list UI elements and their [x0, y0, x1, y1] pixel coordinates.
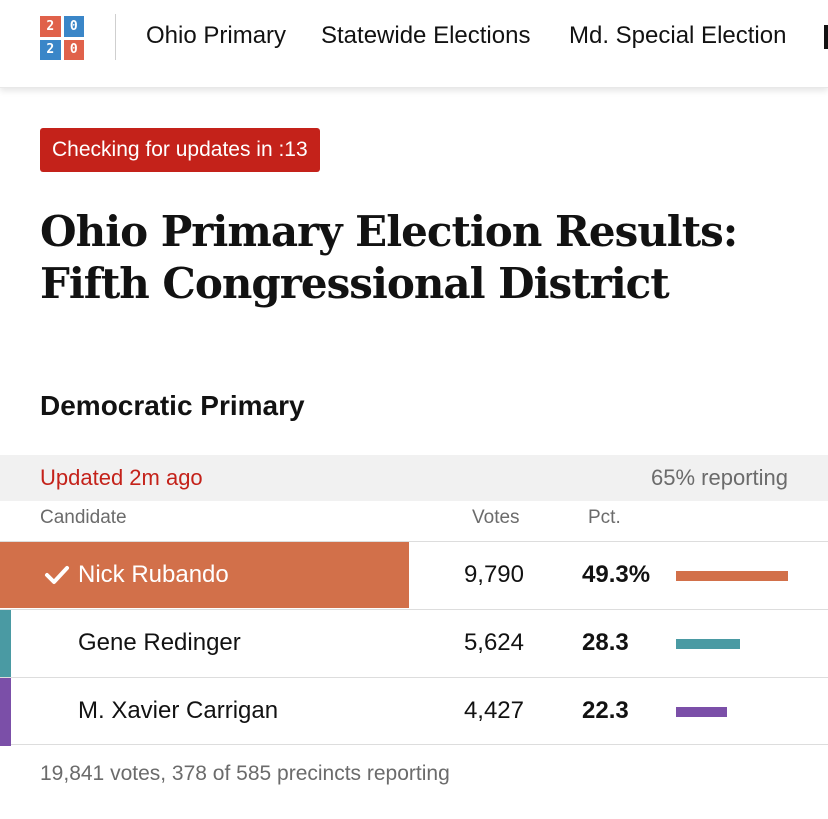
- column-header-votes: Votes: [472, 507, 520, 528]
- candidate-pct: 22.3: [582, 697, 629, 724]
- page-title-line-1: Ohio Primary Election Results:: [40, 207, 738, 256]
- logo-digit: 0: [63, 39, 84, 60]
- nav-statewide-elections[interactable]: Statewide Elections: [321, 22, 531, 49]
- logo-digit: 2: [40, 16, 61, 37]
- column-header-pct: Pct.: [588, 507, 621, 528]
- nav-ohio-primary[interactable]: Ohio Primary: [146, 22, 287, 49]
- candidate-color-stripe: [0, 610, 11, 678]
- logo-digit: 0: [63, 16, 84, 37]
- winner-highlight: [0, 542, 409, 608]
- top-navigation: 2 0 2 0 Ohio Primary Statewide Elections…: [0, 0, 828, 88]
- page-title-line-2: Fifth Congressional District: [40, 259, 670, 308]
- pct-bar: [676, 571, 788, 581]
- race-title: Democratic Primary: [40, 390, 305, 421]
- candidate-votes: 4,427: [463, 697, 524, 724]
- candidate-pct: 49.3%: [582, 561, 651, 588]
- candidate-name: Gene Redinger: [78, 629, 241, 656]
- pct-bar: [676, 707, 727, 717]
- candidate-name: Nick Rubando: [78, 561, 229, 588]
- updated-timestamp: Updated 2m ago: [40, 465, 203, 490]
- candidate-row: M. Xavier Carrigan 4,427 22.3: [0, 677, 828, 746]
- candidate-votes: 9,790: [463, 561, 524, 588]
- candidate-votes: 5,624: [463, 629, 524, 656]
- reporting-percent: 65% reporting: [651, 465, 788, 490]
- nav-overflow-item[interactable]: [824, 25, 828, 49]
- candidate-row: Nick Rubando 9,790 49.3%: [0, 541, 828, 609]
- candidate-pct: 28.3: [582, 629, 629, 656]
- status-bar: Updated 2m ago 65% reporting: [0, 455, 828, 501]
- votes-summary: 19,841 votes, 378 of 585 precincts repor…: [40, 762, 450, 785]
- column-header-candidate: Candidate: [40, 507, 127, 528]
- checkmark-icon: [45, 566, 69, 584]
- nav-md-special-election[interactable]: Md. Special Election: [569, 22, 787, 49]
- nav-divider: [115, 14, 116, 60]
- page-title: Ohio Primary Election Results: Fifth Con…: [40, 206, 800, 310]
- logo-digit: 2: [40, 39, 61, 60]
- 2020-logo[interactable]: 2 0 2 0: [40, 16, 84, 60]
- candidate-name: M. Xavier Carrigan: [78, 697, 279, 724]
- candidate-row: Gene Redinger 5,624 28.3: [0, 609, 828, 678]
- update-countdown-badge: Checking for updates in :13: [40, 128, 320, 172]
- pct-bar: [676, 639, 740, 649]
- candidate-color-stripe: [0, 678, 11, 746]
